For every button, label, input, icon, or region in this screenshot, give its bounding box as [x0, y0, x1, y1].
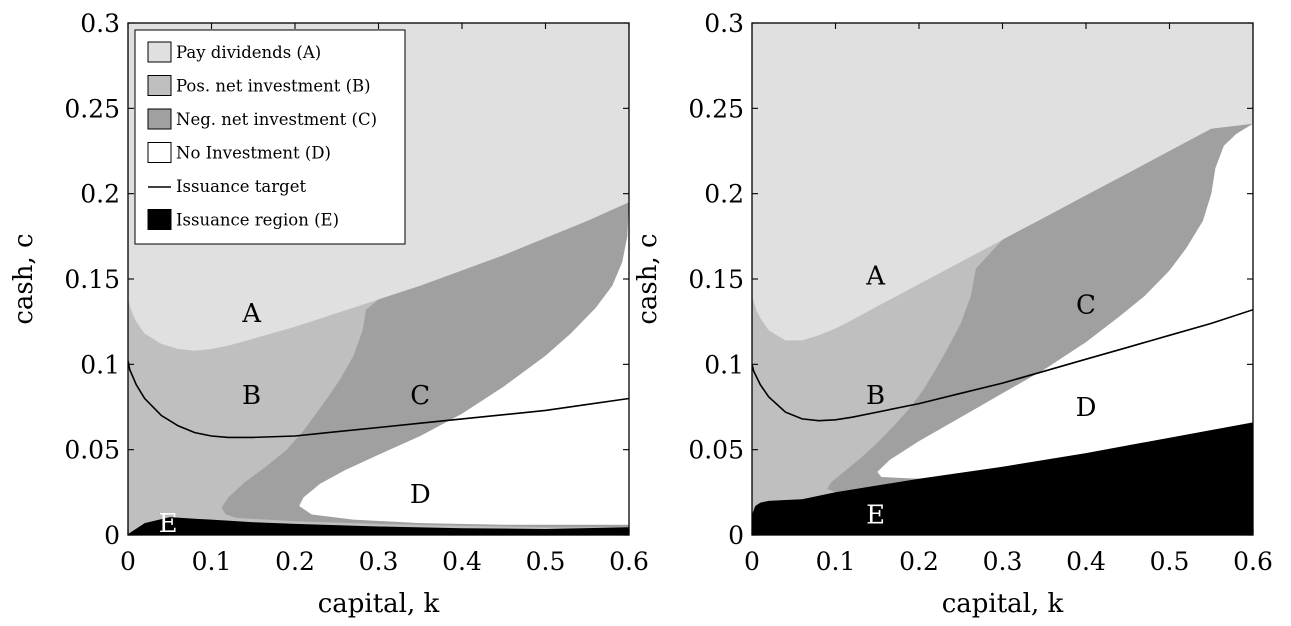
legend-swatch: [147, 142, 172, 163]
legend-entry-label: Neg. net investment (C): [176, 110, 377, 129]
legend-swatch: [147, 108, 172, 130]
x-tick-label: 0.1: [816, 547, 856, 576]
x-tick-label: 0.5: [1150, 547, 1190, 576]
x-axis-label: capital, k: [318, 589, 440, 619]
y-tick-label: 0.15: [64, 265, 120, 294]
legend-swatch: [147, 209, 172, 230]
x-tick-label: 0.6: [609, 547, 649, 576]
legend-swatch: [147, 41, 172, 63]
x-tick-label: 0.4: [1066, 547, 1106, 576]
legend-entry-label: Issuance region (E): [176, 211, 339, 230]
region-d-no-investment: [299, 202, 629, 525]
region-label-b: B: [242, 381, 261, 411]
region-e-issuance: [128, 517, 629, 535]
x-tick-label: 0.3: [359, 547, 399, 576]
region-label-c: C: [1076, 291, 1096, 321]
y-tick-label: 0.15: [688, 265, 744, 294]
region-label-e: E: [866, 501, 885, 531]
y-tick-label: 0.25: [64, 94, 120, 123]
region-label-c: C: [410, 381, 430, 411]
y-tick-label: 0.3: [80, 9, 120, 38]
y-tick-label: 0.1: [80, 350, 120, 379]
x-tick-label: 0.4: [442, 547, 482, 576]
region-label-a: A: [241, 299, 262, 329]
region-label-d: D: [410, 480, 431, 510]
legend-box: [134, 29, 406, 245]
x-tick-label: 0.5: [526, 547, 566, 576]
x-tick-label: 0.6: [1233, 547, 1273, 576]
x-tick-label: 0.2: [899, 547, 939, 576]
y-tick-label: 0.05: [688, 436, 744, 465]
region-label-d: D: [1076, 393, 1097, 423]
region-label-a: A: [865, 262, 886, 292]
y-tick-label: 0: [728, 521, 744, 550]
issuance-target-line: [128, 360, 629, 439]
y-tick-label: 0.05: [64, 436, 120, 465]
legend-entry-label: Pos. net investment (B): [176, 77, 371, 96]
y-tick-label: 0.1: [704, 350, 744, 379]
legend: Pay dividends (A) Pos. net investment (B)…: [134, 29, 406, 245]
x-tick-label: 0: [744, 547, 760, 576]
plot-area: [752, 23, 1253, 535]
region-d-no-investment: [877, 123, 1253, 479]
y-tick-label: 0.2: [704, 180, 744, 209]
region-label-b: B: [866, 381, 885, 411]
y-tick-label: 0.2: [80, 180, 120, 209]
y-tick-label: 0.25: [688, 94, 744, 123]
x-tick-label: 0: [120, 547, 136, 576]
right-panel: A B C D E 0 0.1 0.2 0.3 0.4 0.5 0.6 0 0.05 0.1 0.15 0.2 0…: [633, 9, 1273, 619]
region-label-e: E: [159, 509, 178, 539]
x-axis-label: capital, k: [942, 589, 1064, 619]
y-axis-label: cash, c: [9, 233, 39, 324]
legend-swatch: [147, 75, 172, 96]
legend-entry-label: Pay dividends (A): [176, 43, 321, 62]
legend-entry-label: Issuance target: [176, 177, 306, 196]
x-tick-label: 0.2: [275, 547, 315, 576]
x-tick-label: 0.3: [983, 547, 1023, 576]
y-tick-label: 0: [104, 521, 120, 550]
legend-entry-label: No Investment (D): [176, 144, 331, 163]
region-e-issuance: [752, 422, 1253, 535]
issuance-target-line: [752, 308, 1253, 422]
y-axis-label: cash, c: [633, 233, 663, 324]
x-tick-label: 0.1: [192, 547, 232, 576]
y-tick-label: 0.3: [704, 9, 744, 38]
